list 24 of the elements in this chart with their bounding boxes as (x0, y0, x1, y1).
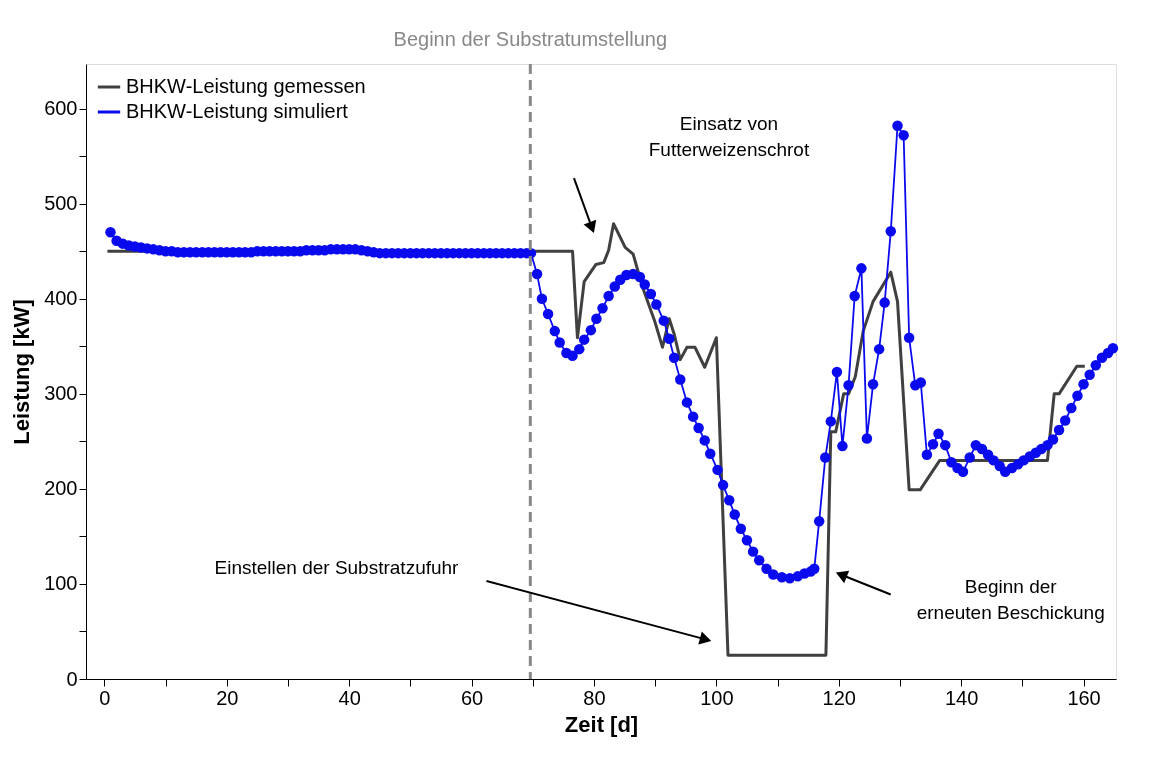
y-tick-label: 200 (44, 477, 78, 500)
x-tick-label: 20 (216, 686, 239, 709)
annotation: Einsatz von Futterweizenschrot (648, 113, 810, 161)
annotation: Beginn der erneuten Beschickung (916, 575, 1105, 623)
x-tick-label: 120 (822, 686, 856, 709)
ref-line-label: Beginn der Substratumstellung (393, 28, 668, 50)
x-tick-label: 160 (1067, 686, 1101, 709)
x-tick-label: 140 (944, 686, 979, 709)
y-tick-label: 600 (44, 97, 78, 120)
annotation: Einstellen der Substratzufuhr (214, 556, 460, 578)
y-tick-label: 100 (44, 572, 78, 595)
x-tick-label: 80 (583, 686, 606, 709)
x-tick-label: 100 (700, 686, 734, 709)
y-tick-label: 500 (44, 192, 78, 215)
x-tick-label: 0 (99, 686, 111, 709)
legend-label: BHKW-Leistung gemessen (126, 75, 366, 97)
legend-label: BHKW-Leistung simuliert (126, 100, 349, 122)
y-tick-label: 300 (44, 382, 78, 405)
x-axis-title: Zeit [d] (564, 711, 639, 737)
x-tick-label: 40 (338, 686, 361, 709)
y-tick-label: 400 (44, 287, 78, 310)
y-axis-title: Leistung [kW] (9, 299, 35, 445)
x-tick-label: 60 (460, 686, 484, 709)
y-tick-label: 0 (66, 667, 78, 690)
